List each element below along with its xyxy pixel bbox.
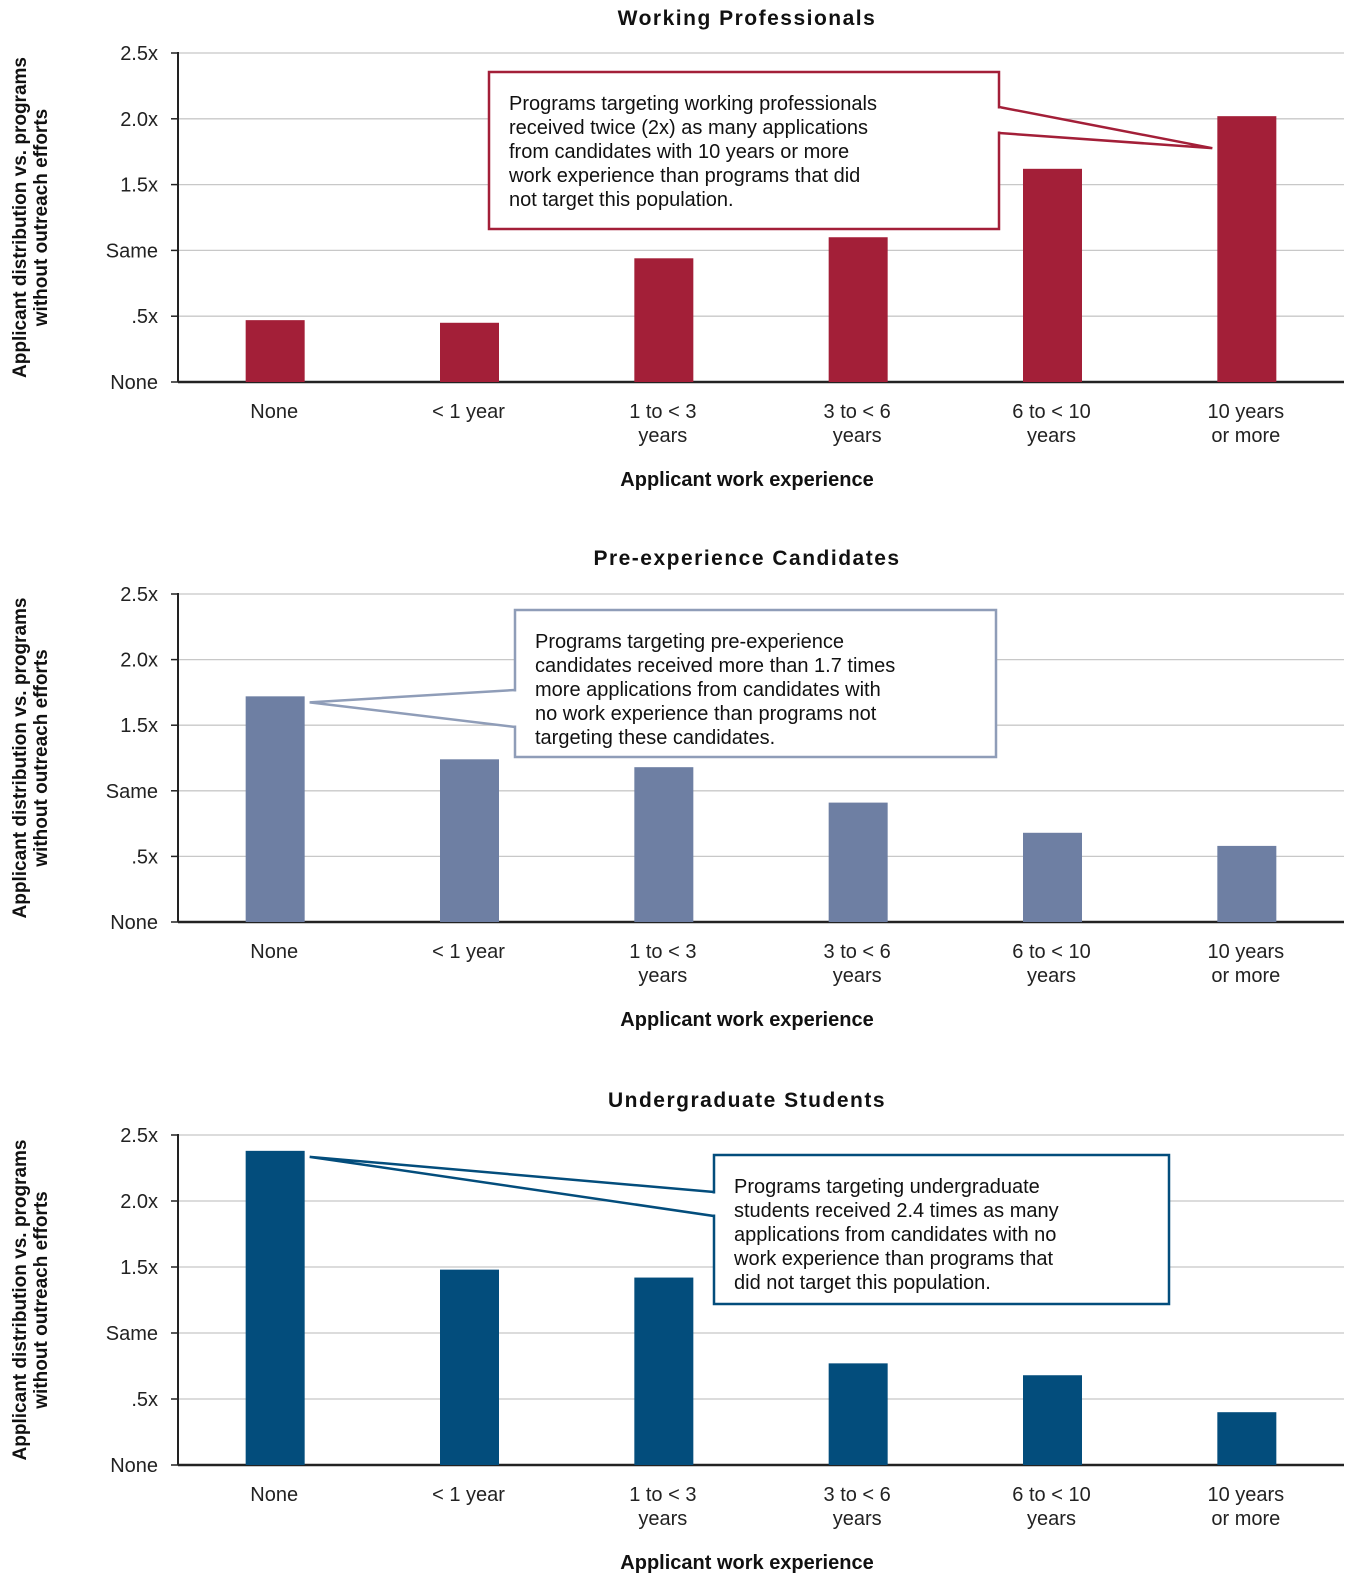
callout-text: Programs targeting pre-experience candida… — [535, 631, 895, 749]
bar — [245, 696, 305, 922]
chart-title: Undergraduate Students — [608, 1089, 886, 1112]
callout-text: Programs targeting undergraduate students… — [733, 1176, 1059, 1294]
annotation-callout: Programs targeting pre-experience candida… — [309, 608, 998, 759]
y-tick-label: None — [110, 912, 158, 934]
y-axis-label: Applicant distribution vs. programswitho… — [10, 1140, 52, 1461]
y-tick-label: 2.0x — [120, 1191, 158, 1213]
x-tick-label: < 1 year — [432, 1484, 505, 1506]
x-tick-label: 3 to < 6 years — [824, 941, 891, 987]
y-tick-label: 2.5x — [120, 43, 158, 65]
callout-pointer — [309, 688, 517, 729]
bar — [634, 767, 694, 922]
callout-box — [513, 608, 998, 759]
annotation-callout: Programs targeting working professionals… — [487, 70, 1213, 231]
y-axis-label: Applicant distribution vs. programswitho… — [10, 57, 52, 378]
bar — [634, 1277, 694, 1465]
y-tick-label: .5x — [131, 1389, 158, 1411]
bar — [828, 1363, 888, 1465]
x-tick-label: 1 to < 3 years — [629, 401, 696, 447]
bar — [1023, 1375, 1082, 1465]
x-tick-label: 3 to < 6 years — [824, 401, 891, 447]
chart-title: Pre-experience Candidates — [593, 547, 900, 570]
y-tick-label: 2.5x — [120, 1125, 158, 1147]
y-tick-label: Same — [106, 1323, 158, 1345]
x-tick-label: < 1 year — [432, 401, 505, 423]
x-tick-label: 6 to < 10 years — [1012, 1484, 1090, 1530]
y-tick-label: Same — [106, 781, 158, 803]
bar — [1023, 832, 1082, 922]
x-axis-label: Applicant work experience — [620, 1009, 873, 1031]
x-tick-label: 6 to < 10 years — [1012, 401, 1090, 447]
callout-pointer — [309, 1155, 716, 1218]
x-tick-label: < 1 year — [432, 941, 505, 963]
x-tick-label: 10 years or more — [1207, 1484, 1284, 1530]
callout-text: Programs targeting working professionals… — [508, 93, 877, 211]
x-axis-label: Applicant work experience — [620, 1552, 873, 1574]
x-tick-label: 10 years or more — [1207, 941, 1284, 987]
y-tick-label: 1.5x — [120, 1257, 158, 1279]
y-tick-label: None — [110, 1455, 158, 1477]
y-tick-label: 1.5x — [120, 715, 158, 737]
y-tick-label: Same — [106, 240, 158, 262]
y-axis-label: Applicant distribution vs. programswitho… — [10, 598, 52, 919]
chart-title: Working Professionals — [618, 7, 877, 30]
bar — [440, 759, 499, 922]
x-tick-label: 3 to < 6 years — [824, 1484, 891, 1530]
bar — [1217, 116, 1277, 382]
bar — [1217, 845, 1277, 922]
bar — [245, 320, 305, 382]
bar — [828, 237, 888, 382]
y-tick-label: .5x — [131, 846, 158, 868]
callout-box — [712, 1153, 1171, 1306]
x-axis-label: Applicant work experience — [620, 469, 873, 491]
bar — [1023, 168, 1082, 382]
chart-panel: Undergraduate Students None .5x Same 1.5x 2.0… — [10, 1089, 1344, 1574]
y-tick-label: 1.5x — [120, 175, 158, 197]
x-tick-label: 6 to < 10 years — [1012, 941, 1090, 987]
bar — [634, 258, 694, 382]
callout-pointer — [997, 105, 1213, 150]
y-tick-label: 2.5x — [120, 584, 158, 606]
x-tick-label: None — [250, 941, 298, 963]
y-tick-label: None — [110, 372, 158, 394]
chart-panel: Pre-experience Candidates None .5x Same 1.5x… — [10, 547, 1344, 1031]
x-tick-label: 10 years or more — [1207, 401, 1284, 447]
x-tick-label: None — [250, 401, 298, 423]
bar — [828, 802, 888, 922]
bar — [440, 322, 499, 382]
chart-panel: Working Professionals None .5x Same 1.5x 2.0x… — [10, 7, 1344, 491]
x-tick-label: 1 to < 3 years — [629, 1484, 696, 1530]
y-tick-label: 2.0x — [120, 109, 158, 131]
y-tick-label: .5x — [131, 306, 158, 328]
annotation-callout: Programs targeting undergraduate students… — [309, 1153, 1171, 1306]
bar — [245, 1150, 305, 1465]
callout-box — [487, 70, 1001, 231]
x-tick-label: 1 to < 3 years — [629, 941, 696, 987]
bar — [1217, 1412, 1277, 1465]
bar — [440, 1269, 499, 1465]
x-tick-label: None — [250, 1484, 298, 1506]
y-tick-label: 2.0x — [120, 650, 158, 672]
